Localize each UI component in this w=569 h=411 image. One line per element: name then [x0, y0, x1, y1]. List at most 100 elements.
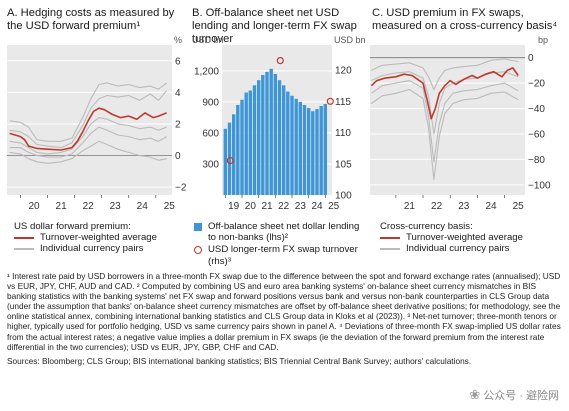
- y-left-tick-label: 600: [202, 128, 219, 139]
- y-tick-label: −80: [528, 155, 545, 166]
- x-tick-label: 20: [245, 201, 257, 212]
- grey-line-swatch-icon: [380, 248, 400, 251]
- panel-b-unit-left-label: USD bn: [192, 35, 224, 45]
- turnover-point: [226, 157, 234, 165]
- y-tick-label: −20: [528, 79, 545, 90]
- bar: [240, 99, 244, 195]
- y-left-tick-label: 1,200: [194, 66, 219, 77]
- panel-c-title: C. USD premium in FX swaps, measured on …: [372, 7, 558, 32]
- wechat-icon: ❀: [469, 387, 481, 402]
- y-right-tick-label: 120: [335, 66, 352, 77]
- watermark: ❀ 公众号 · 避险网: [469, 387, 559, 403]
- y-tick-label: 6: [175, 56, 181, 67]
- blue-bar-swatch-icon: [194, 222, 202, 231]
- x-tick-label: 23: [295, 201, 307, 212]
- bar: [248, 90, 252, 195]
- bar: [236, 105, 240, 195]
- sources-line: Sources: Bloomberg; CLS Group; BIS inter…: [7, 355, 472, 366]
- x-tick-label: 21: [56, 201, 68, 212]
- bar: [311, 111, 315, 195]
- y-tick-label: −100: [528, 180, 551, 191]
- bar: [302, 105, 307, 195]
- footnote-text: ¹ Interest rate paid by USD borrowers in…: [7, 271, 561, 352]
- x-tick-label: 21: [404, 201, 416, 212]
- x-tick-label: 25: [513, 201, 525, 212]
- panel-a-unit-label: %: [174, 35, 182, 45]
- panel-c-chart: bp −100 −80 −60 −40 −20 0 21 22 23 24 25: [370, 35, 551, 212]
- bar: [277, 80, 282, 195]
- bar: [286, 91, 290, 195]
- bar: [244, 92, 248, 195]
- panel-c-legend-item-pairs: Individual currency pairs: [380, 243, 565, 254]
- y-tick-label: 0: [175, 151, 181, 162]
- series-line-currency-pair: [9, 126, 167, 158]
- x-tick-label: 23: [110, 201, 122, 212]
- series-line-currency-pair: [9, 90, 168, 149]
- bar: [323, 104, 327, 195]
- bar: [252, 85, 257, 195]
- panel-b-chart: USD bn USD bn 300 600 900 1,200 100 105 110 115…: [192, 35, 366, 212]
- red-circle-swatch-icon: [194, 245, 202, 254]
- series-line-currency-pair: [9, 117, 167, 155]
- x-tick-label: 22: [431, 201, 443, 212]
- red-line-swatch-icon: [14, 237, 34, 240]
- watermark-text: 公众号 · 避险网: [483, 390, 559, 402]
- panel-a-legend-item-pairs: Individual currency pairs: [14, 243, 192, 254]
- x-tick-label: 23: [458, 201, 470, 212]
- panel-a-title: A. Hedging costs as measured by the USD …: [7, 7, 175, 32]
- bar: [265, 71, 269, 195]
- series-line-currency-pair: [371, 58, 519, 91]
- x-tick-label: 19: [228, 201, 240, 212]
- series-line-currency-pair: [9, 82, 167, 142]
- panel-c-plot-area: [370, 45, 525, 195]
- bar: [227, 122, 232, 195]
- bar: [269, 68, 273, 195]
- y-tick-label: −40: [528, 104, 545, 115]
- series-line-currency-pair: [371, 88, 519, 181]
- footnotes: ¹ Interest rate paid by USD borrowers in…: [7, 271, 563, 366]
- bar: [307, 108, 311, 195]
- panel-a-legend-item-average: Turnover-weighted average: [14, 232, 192, 243]
- bar: [223, 128, 227, 195]
- bar: [319, 106, 323, 195]
- y-left-tick-label: 300: [202, 159, 219, 170]
- panel-c-unit-label: bp: [538, 35, 548, 45]
- x-tick-label: 24: [137, 201, 149, 212]
- x-tick-label: 24: [311, 201, 323, 212]
- bar: [257, 80, 261, 195]
- y-left-tick-label: 900: [202, 97, 219, 108]
- y-right-tick-label: 115: [335, 97, 351, 108]
- y-right-tick-label: 100: [335, 191, 352, 202]
- x-tick-label: 25: [328, 201, 340, 212]
- panel-b-legend-item-points: USD longer-term FX swap turnover (rhs)³: [194, 244, 366, 267]
- grey-line-swatch-icon: [14, 248, 34, 251]
- bar: [273, 74, 277, 195]
- bar: [290, 95, 294, 195]
- panel-a-plot-area: [7, 45, 172, 195]
- x-tick-label: 20: [28, 201, 40, 212]
- x-tick-label: 22: [83, 201, 95, 212]
- panel-a-legend-heading: US dollar forward premium:: [14, 221, 131, 232]
- x-tick-label: 24: [485, 201, 497, 212]
- series-line-average: [370, 67, 519, 120]
- y-tick-label: 0: [528, 53, 534, 64]
- x-tick-label: 22: [278, 201, 290, 212]
- panel-c-legend-item-average: Turnover-weighted average: [380, 232, 565, 243]
- panel-a-legend: US dollar forward premium: Turnover-weig…: [14, 221, 192, 255]
- panel-a-legend-label-pairs: Individual currency pairs: [40, 243, 144, 255]
- panel-b-title: B. Off-balance sheet net USD lending and…: [192, 7, 357, 45]
- bar: [315, 109, 319, 195]
- turnover-point: [276, 56, 284, 65]
- x-tick-label: 21: [261, 201, 273, 212]
- bar: [294, 98, 298, 195]
- panel-c-legend: Cross-currency basis: Turnover-weighted …: [380, 221, 565, 255]
- panel-b-unit-right-label: USD bn: [334, 35, 366, 45]
- panel-a-legend-label-average: Turnover-weighted average: [40, 232, 157, 244]
- y-tick-label: −60: [528, 129, 545, 140]
- panel-c-legend-label-average: Turnover-weighted average: [406, 232, 523, 244]
- y-tick-label: 2: [175, 119, 181, 130]
- y-right-tick-label: 110: [335, 128, 351, 139]
- panel-b-legend-label-points: USD longer-term FX swap turnover (rhs)³: [208, 244, 358, 267]
